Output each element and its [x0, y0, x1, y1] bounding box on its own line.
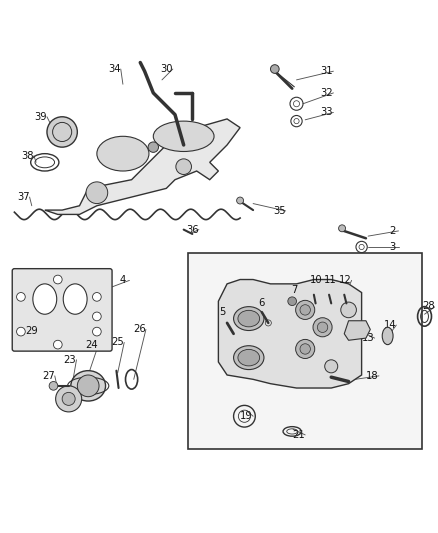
Text: 27: 27 [42, 371, 55, 381]
Text: 35: 35 [273, 206, 286, 216]
Text: 2: 2 [389, 226, 395, 236]
Circle shape [78, 375, 99, 397]
Polygon shape [45, 119, 240, 214]
Circle shape [288, 297, 297, 305]
Text: 32: 32 [321, 88, 333, 98]
Circle shape [296, 301, 315, 319]
Ellipse shape [97, 136, 149, 171]
Polygon shape [344, 321, 370, 340]
Text: 7: 7 [291, 285, 297, 295]
Ellipse shape [233, 306, 264, 330]
Text: 19: 19 [240, 411, 253, 421]
Text: 13: 13 [362, 333, 374, 343]
Text: 26: 26 [133, 325, 146, 334]
Ellipse shape [33, 284, 57, 314]
Ellipse shape [233, 346, 264, 369]
Text: 34: 34 [108, 64, 120, 74]
Circle shape [17, 293, 25, 301]
Circle shape [56, 386, 81, 412]
Circle shape [237, 197, 244, 204]
Circle shape [17, 327, 25, 336]
Circle shape [62, 392, 75, 406]
Text: 21: 21 [292, 430, 305, 440]
Circle shape [318, 322, 328, 333]
Text: 12: 12 [339, 276, 351, 285]
Text: 39: 39 [34, 112, 47, 122]
Text: 24: 24 [85, 341, 98, 351]
Text: 4: 4 [120, 276, 126, 285]
Text: 18: 18 [366, 371, 379, 381]
Ellipse shape [71, 370, 106, 401]
Bar [188, 254, 422, 449]
Ellipse shape [238, 350, 260, 366]
Text: 5: 5 [219, 307, 226, 317]
Circle shape [271, 64, 279, 74]
Circle shape [53, 275, 62, 284]
Circle shape [176, 159, 191, 174]
Circle shape [86, 182, 108, 204]
Circle shape [47, 117, 78, 147]
Text: 33: 33 [321, 108, 333, 117]
Text: 6: 6 [258, 298, 265, 309]
Circle shape [92, 312, 101, 321]
Ellipse shape [238, 310, 260, 327]
FancyBboxPatch shape [12, 269, 112, 351]
Text: 3: 3 [389, 242, 395, 252]
Circle shape [49, 382, 58, 390]
Circle shape [300, 344, 311, 354]
Circle shape [92, 293, 101, 301]
Polygon shape [219, 279, 362, 388]
Text: 36: 36 [186, 224, 199, 235]
Circle shape [325, 360, 338, 373]
Text: 30: 30 [160, 64, 173, 74]
Text: 25: 25 [111, 337, 124, 348]
Ellipse shape [153, 121, 214, 151]
Circle shape [313, 318, 332, 337]
Ellipse shape [382, 327, 393, 345]
Text: 23: 23 [64, 355, 76, 365]
Circle shape [296, 340, 315, 359]
Text: 11: 11 [324, 276, 337, 285]
Text: 28: 28 [423, 302, 435, 311]
Text: 10: 10 [310, 276, 322, 285]
Circle shape [339, 225, 346, 232]
Circle shape [53, 340, 62, 349]
Text: 14: 14 [384, 320, 396, 330]
Text: 37: 37 [17, 192, 29, 202]
Text: 29: 29 [25, 326, 38, 336]
Text: 31: 31 [321, 66, 333, 76]
Circle shape [148, 142, 159, 152]
Circle shape [92, 327, 101, 336]
Circle shape [341, 302, 357, 318]
Ellipse shape [63, 284, 87, 314]
Circle shape [300, 305, 311, 315]
Text: 38: 38 [21, 151, 34, 161]
